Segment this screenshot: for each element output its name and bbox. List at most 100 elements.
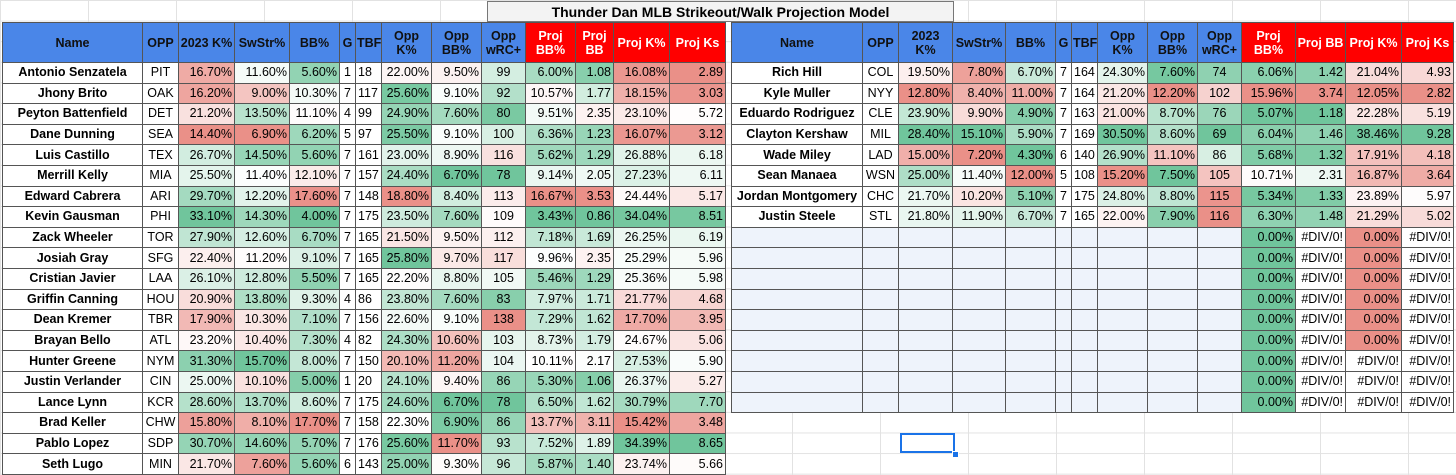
data-cell[interactable]: 10.11% [525,350,576,372]
data-cell[interactable]: #DIV/0! [1295,288,1346,311]
data-cell[interactable]: 7 [339,309,356,331]
data-cell[interactable]: 163 [1071,103,1098,125]
data-cell[interactable]: 9.10% [289,247,340,269]
data-cell[interactable]: DET [142,103,179,125]
data-cell[interactable]: 76 [1197,103,1242,125]
pitcher-name-cell[interactable] [731,309,863,331]
data-cell[interactable]: CIN [142,370,179,393]
data-cell[interactable]: #DIV/0! [1295,247,1346,269]
data-cell[interactable] [1005,370,1056,393]
data-cell[interactable]: 97 [355,123,382,146]
data-cell[interactable]: 17.70% [289,412,340,434]
data-cell[interactable]: 103 [481,329,526,352]
data-cell[interactable]: 5.06 [669,329,726,352]
data-cell[interactable]: 8.51 [669,206,726,228]
data-cell[interactable]: 7.18% [525,226,576,249]
data-cell[interactable]: 116 [1197,206,1242,228]
data-cell[interactable]: 1.79 [575,329,614,352]
data-cell[interactable]: CHW [142,412,179,434]
data-cell[interactable]: 7 [1055,123,1072,146]
column-header[interactable]: Opp BB% [1147,22,1198,63]
data-cell[interactable]: 4.93 [1401,62,1454,84]
data-cell[interactable]: 12.05% [1345,82,1402,105]
data-cell[interactable]: 12.80% [234,267,290,290]
data-cell[interactable]: 7.60% [1147,62,1198,84]
data-cell[interactable]: 1.89 [575,432,614,455]
column-header[interactable]: Proj BB% [1241,22,1296,63]
data-cell[interactable]: 8.40% [952,82,1006,105]
data-cell[interactable] [1097,370,1148,393]
data-cell[interactable]: 23.50% [381,206,432,228]
data-cell[interactable]: MIA [142,164,179,187]
data-cell[interactable]: 9.40% [431,370,482,393]
data-cell[interactable]: 6.90% [234,123,290,146]
data-cell[interactable]: 20 [355,370,382,393]
data-cell[interactable]: 1.71 [575,288,614,311]
data-cell[interactable]: 92 [481,82,526,105]
pitcher-name-cell[interactable]: Cristian Javier [2,267,143,290]
data-cell[interactable]: #DIV/0! [1401,267,1454,290]
data-cell[interactable]: KCR [142,391,179,414]
data-cell[interactable]: 2.82 [1401,82,1454,105]
data-cell[interactable]: 0.00% [1241,309,1296,331]
data-cell[interactable]: 4.18 [1401,144,1454,166]
data-cell[interactable]: 18.15% [613,82,670,105]
pitcher-name-cell[interactable]: Justin Verlander [2,370,143,393]
data-cell[interactable]: 15.80% [178,412,235,434]
data-cell[interactable]: 27.53% [613,350,670,372]
data-cell[interactable]: 11.10% [1147,144,1198,166]
data-cell[interactable] [1197,288,1242,311]
data-cell[interactable] [952,267,1006,290]
column-header[interactable]: Proj BB% [525,22,576,63]
data-cell[interactable]: 7 [339,412,356,434]
pitcher-name-cell[interactable]: Griffin Canning [2,288,143,311]
pitcher-name-cell[interactable]: Sean Manaea [731,164,863,187]
data-cell[interactable]: 26.25% [613,226,670,249]
data-cell[interactable]: 23.90% [898,103,953,125]
data-cell[interactable]: 21.20% [178,103,235,125]
column-header[interactable]: OPP [862,22,899,63]
data-cell[interactable]: 22.28% [1345,103,1402,125]
data-cell[interactable]: 15.20% [1097,164,1148,187]
data-cell[interactable]: 26.88% [613,144,670,166]
data-cell[interactable]: 7 [1055,62,1072,84]
data-cell[interactable]: 24.90% [381,103,432,125]
data-cell[interactable]: 18.80% [381,185,432,208]
data-cell[interactable]: 9.30% [289,288,340,311]
data-cell[interactable] [1005,309,1056,331]
data-cell[interactable]: 104 [481,350,526,372]
pitcher-name-cell[interactable] [731,391,863,414]
data-cell[interactable]: 113 [481,185,526,208]
data-cell[interactable]: 24.30% [1097,62,1148,84]
data-cell[interactable]: 21.20% [1097,82,1148,105]
data-cell[interactable]: #DIV/0! [1295,370,1346,393]
data-cell[interactable]: 9.51% [525,103,576,125]
data-cell[interactable]: 169 [1071,123,1098,146]
data-cell[interactable]: 9.00% [234,82,290,105]
data-cell[interactable]: 0.00% [1241,391,1296,414]
data-cell[interactable]: 5 [339,123,356,146]
data-cell[interactable]: 116 [481,144,526,166]
data-cell[interactable] [1147,309,1198,331]
data-cell[interactable]: 7.20% [952,144,1006,166]
data-cell[interactable] [1071,391,1098,414]
data-cell[interactable] [1055,309,1072,331]
data-cell[interactable]: 7.10% [289,309,340,331]
data-cell[interactable] [1147,247,1198,269]
data-cell[interactable]: 7.60% [431,103,482,125]
data-cell[interactable] [898,370,953,393]
data-cell[interactable]: #DIV/0! [1401,391,1454,414]
pitcher-name-cell[interactable]: Rich Hill [731,62,863,84]
data-cell[interactable]: #DIV/0! [1401,226,1454,249]
data-cell[interactable]: OAK [142,82,179,105]
data-cell[interactable]: 8.80% [1147,185,1198,208]
column-header[interactable]: Opp wRC+ [1197,22,1242,63]
data-cell[interactable]: 0.00% [1345,288,1402,311]
data-cell[interactable]: 34.04% [613,206,670,228]
data-cell[interactable]: NYM [142,350,179,372]
column-header[interactable]: G [1055,22,1072,63]
data-cell[interactable] [1197,329,1242,352]
data-cell[interactable]: 9.10% [431,82,482,105]
data-cell[interactable]: 23.80% [381,288,432,311]
data-cell[interactable]: 78 [481,391,526,414]
